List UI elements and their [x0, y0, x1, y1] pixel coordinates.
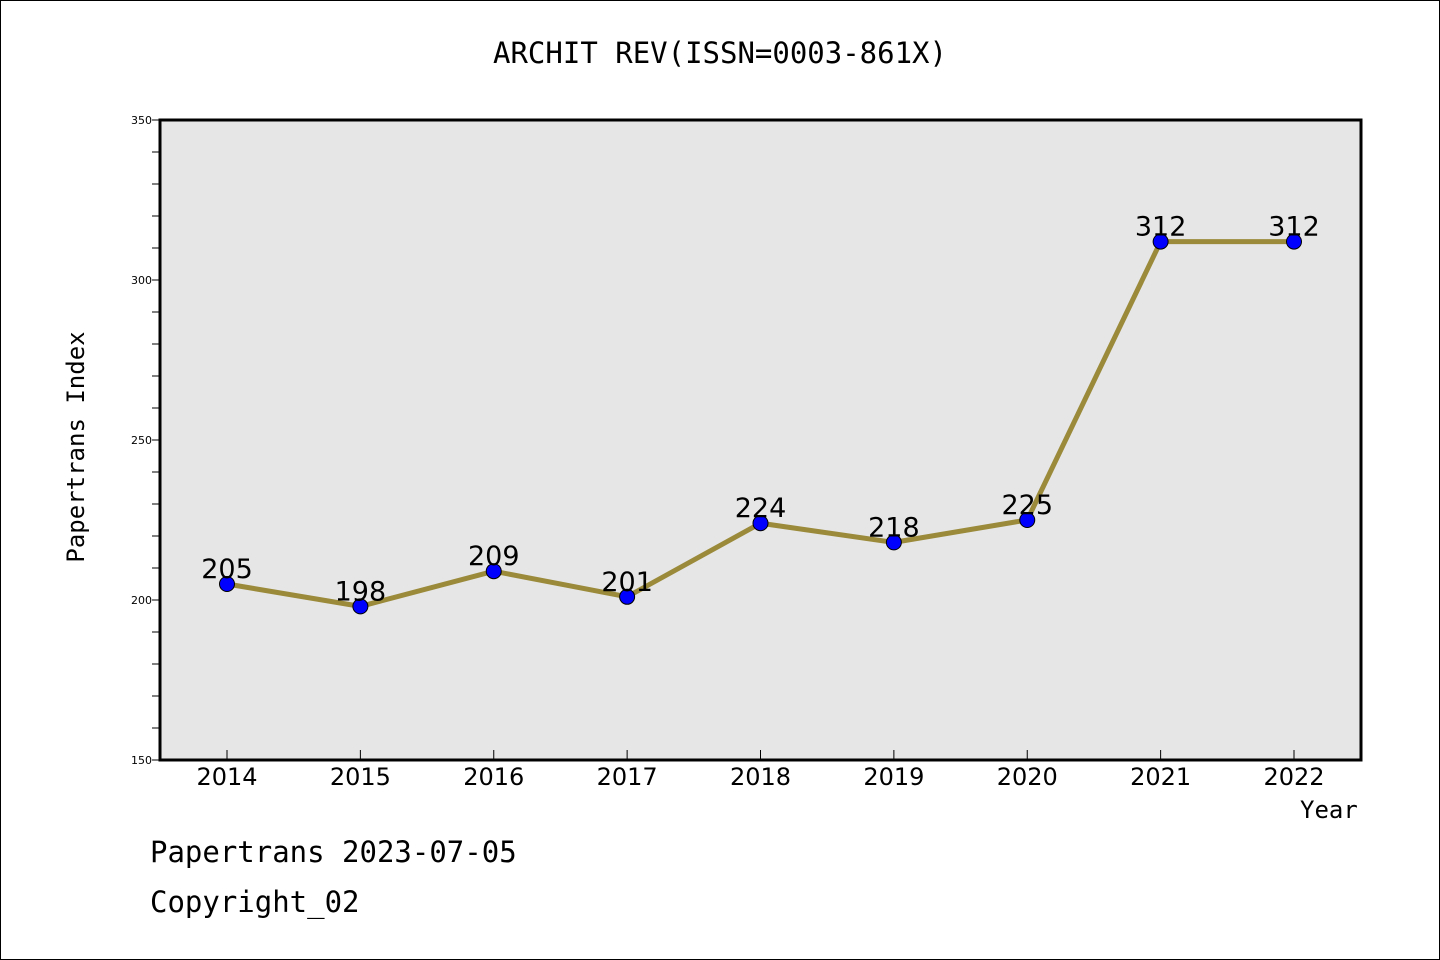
- x-axis-label: Year: [1300, 796, 1358, 824]
- data-points: [219, 233, 1302, 615]
- data-point: [219, 576, 235, 592]
- x-tick-label: 2022: [1263, 763, 1324, 791]
- x-tick-label: 2016: [463, 763, 524, 791]
- x-tick-label: 2014: [196, 763, 257, 791]
- y-tick-label: 300: [131, 274, 152, 287]
- plot-area: [158, 118, 1363, 762]
- y-tick-label: 150: [131, 754, 152, 767]
- x-tick-label: 2015: [330, 763, 391, 791]
- y-tick-label: 350: [131, 114, 152, 127]
- data-label: 201: [601, 567, 653, 598]
- footer-copyright: Copyright_02: [150, 885, 360, 919]
- data-point: [752, 515, 769, 532]
- y-tick-label: 200: [131, 594, 152, 607]
- x-axis: 2014 2015 2016 2017 2018 2019 2020 2021 2022: [196, 750, 1325, 791]
- x-tick-label: 2018: [730, 763, 791, 791]
- chart-title: ARCHIT REV(ISSN=0003-861X): [493, 36, 947, 70]
- data-point: [1152, 233, 1169, 250]
- data-point: [1019, 512, 1036, 528]
- data-label: 224: [735, 493, 787, 524]
- x-tick-label: 2021: [1130, 763, 1191, 791]
- footer-date-stamp: Papertrans 2023-07-05: [150, 835, 517, 869]
- x-tick-label: 2020: [997, 763, 1058, 791]
- y-axis: 150 200 250 300 350: [131, 114, 160, 767]
- data-label: 225: [1001, 490, 1053, 521]
- data-point: [485, 563, 502, 580]
- x-tick-label: 2017: [597, 763, 658, 791]
- data-point: [1286, 233, 1302, 250]
- data-labels: 205 198 209 201 224 218 225 312 312: [201, 212, 1320, 608]
- data-point: [619, 588, 636, 605]
- data-point: [885, 534, 902, 551]
- data-label: 205: [201, 554, 253, 585]
- data-label: 218: [868, 512, 920, 543]
- data-label: 312: [1135, 212, 1187, 243]
- x-tick-label: 2019: [863, 763, 924, 791]
- y-tick-label: 250: [131, 434, 152, 447]
- data-point: [352, 598, 369, 615]
- data-label: 209: [468, 541, 520, 572]
- data-label: 198: [335, 576, 387, 607]
- data-label: 312: [1268, 212, 1320, 243]
